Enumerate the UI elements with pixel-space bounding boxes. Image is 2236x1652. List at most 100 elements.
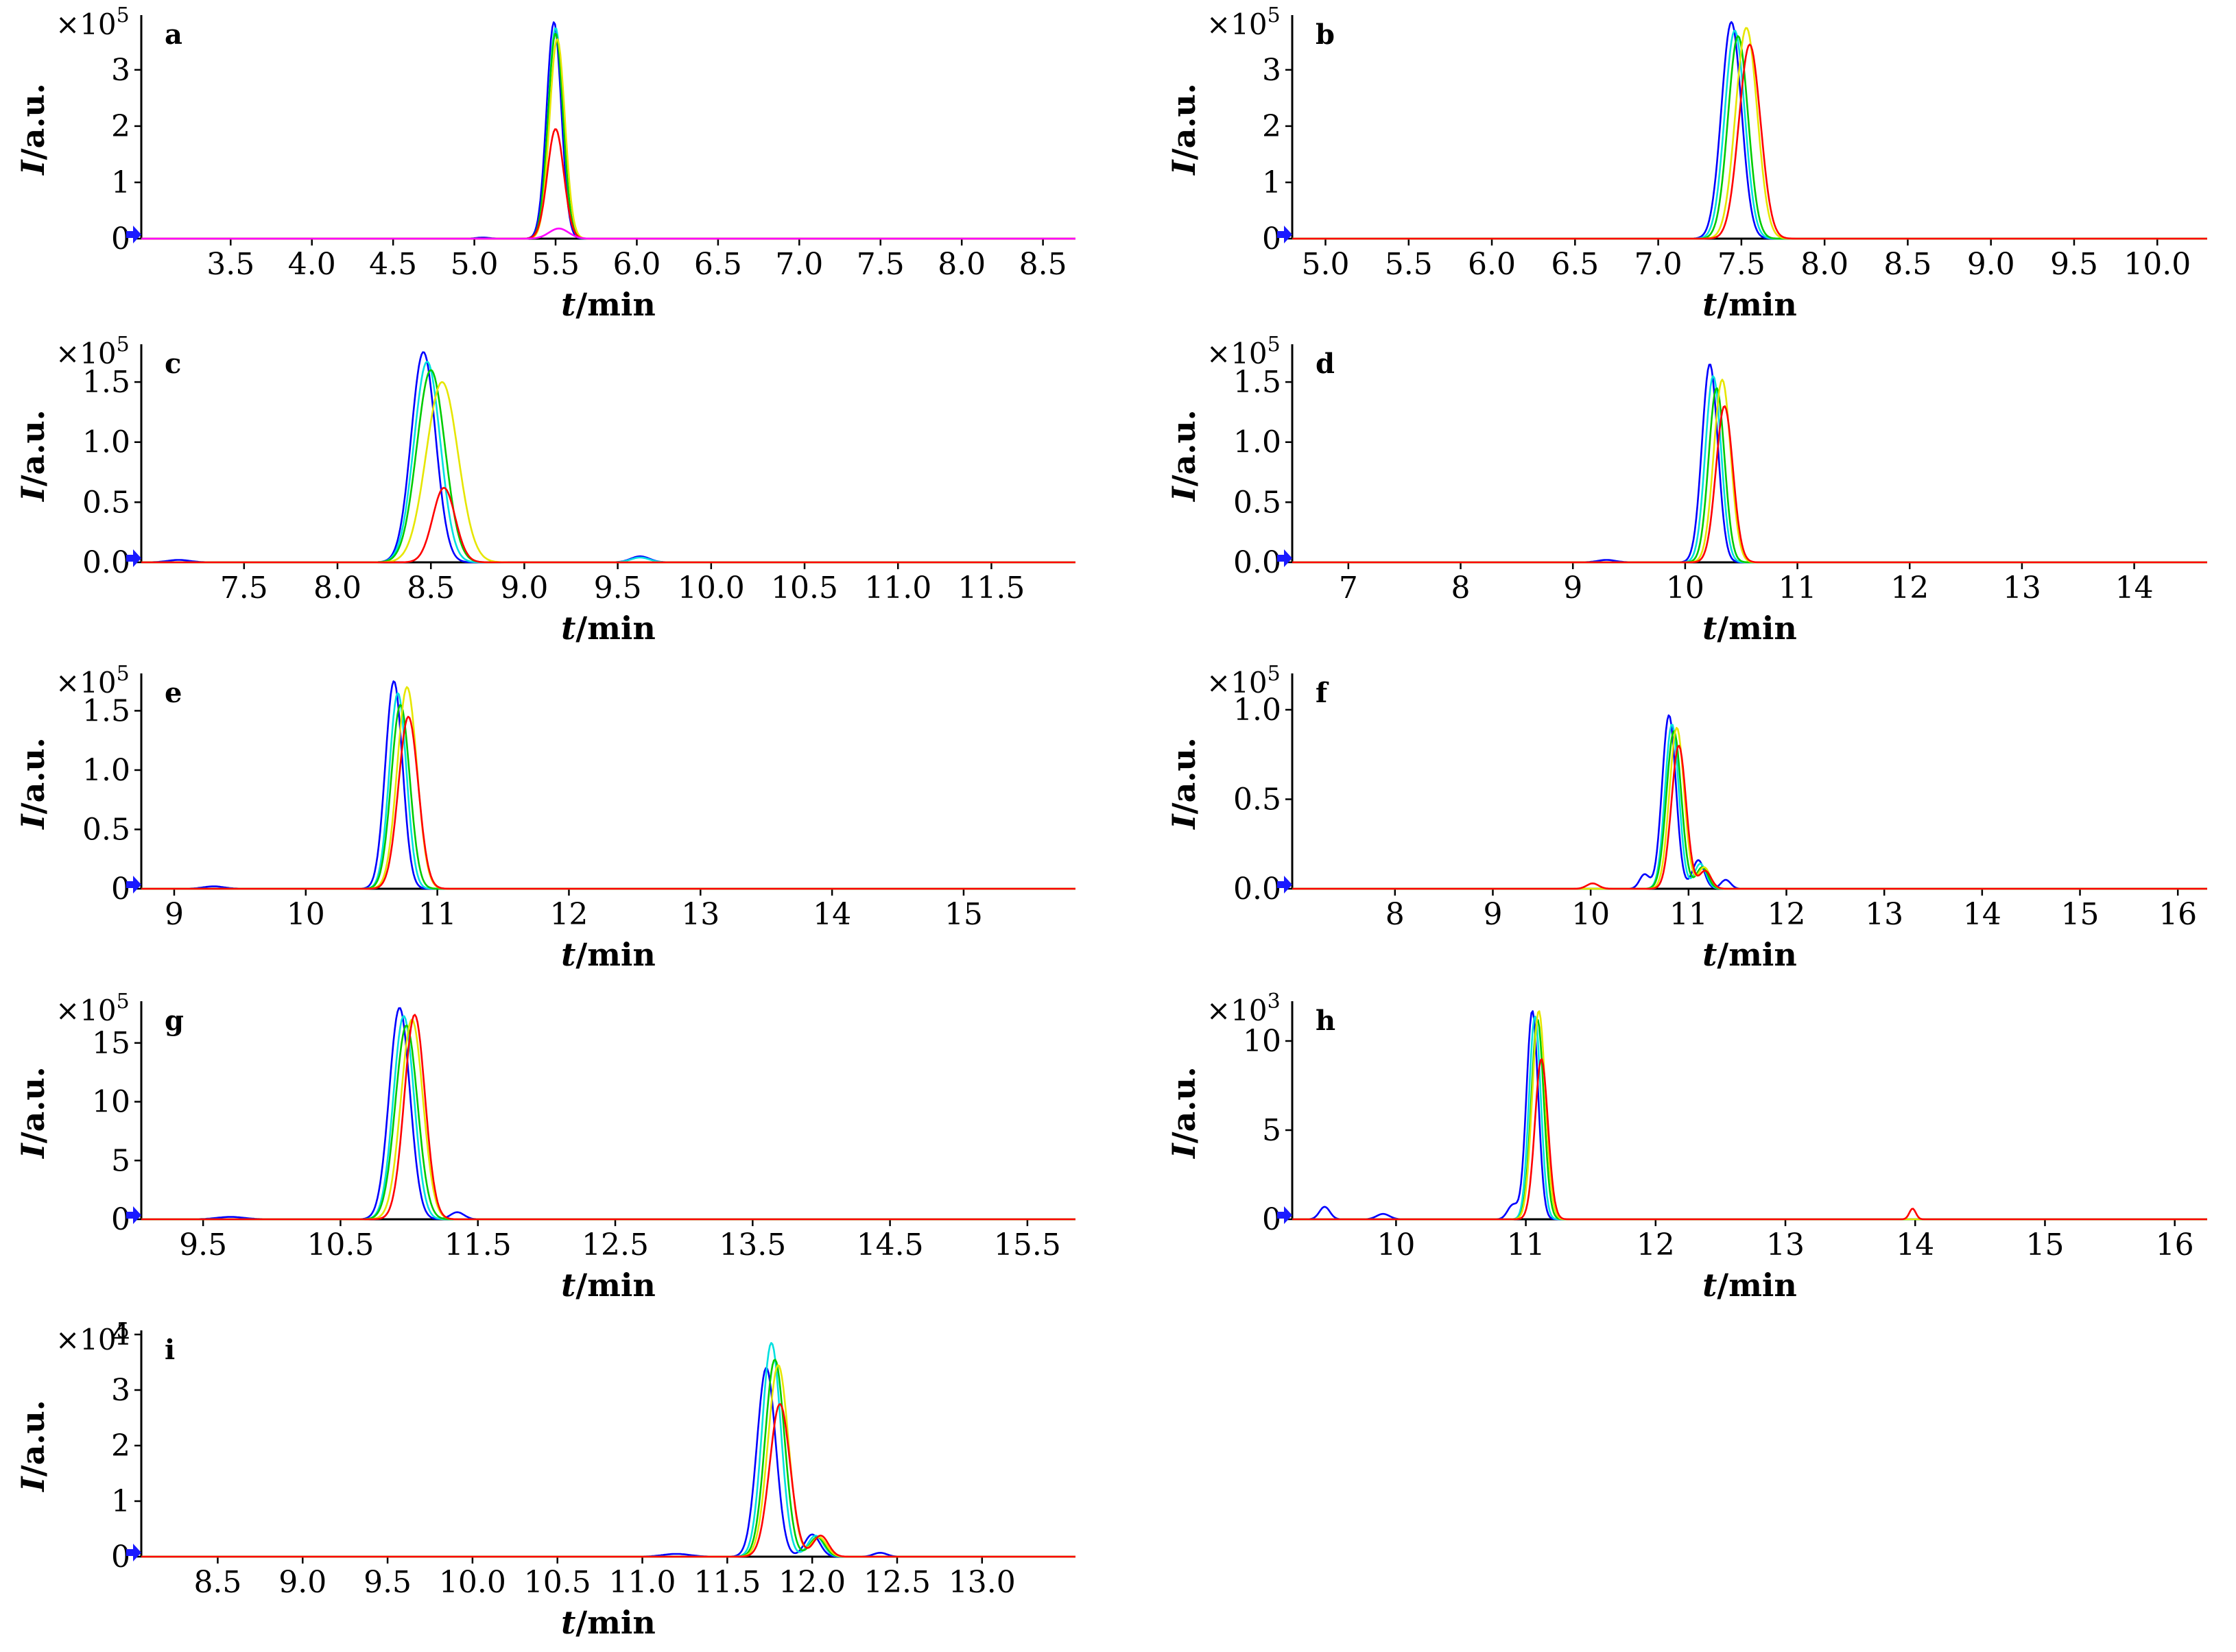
x-tick-label: 11.0 <box>609 1565 676 1600</box>
baseline-marker-icon <box>126 1544 141 1561</box>
x-axis-variable: t <box>561 1604 575 1641</box>
series-trace-5 <box>141 1403 1075 1558</box>
x-tick-label: 11 <box>1507 1228 1545 1262</box>
x-tick-label: 12.0 <box>778 1565 846 1600</box>
baseline-marker-icon <box>126 226 141 243</box>
x-tick-label: 12 <box>1890 571 1929 606</box>
y-tick-label: 0.5 <box>1233 485 1281 520</box>
axis-exponent-label: ×105 <box>1206 333 1281 370</box>
x-tick-label: 15 <box>2061 897 2100 932</box>
y-tick-label: 1.0 <box>1233 425 1281 460</box>
x-tick-label: 12 <box>549 897 588 932</box>
exponent-power: 5 <box>117 1319 130 1343</box>
x-tick-label: 11.0 <box>864 571 931 606</box>
x-tick-label: 9.0 <box>278 1565 326 1600</box>
y-axis-label: I/a.u. <box>14 1400 51 1493</box>
series-trace-3 <box>1292 730 2207 890</box>
series-trace-1 <box>141 680 1075 890</box>
x-axis-variable: t <box>561 286 575 323</box>
chart-panel-d: 7 8 9 10 11 12 13 14 0.0 0.5 1.0 1.5×105 d I/a.u. t/mi… <box>1165 333 2207 647</box>
x-tick-label: 7.5 <box>857 247 905 282</box>
x-axis-variable: t <box>1702 286 1717 323</box>
y-axis-unit: /a.u. <box>14 409 51 486</box>
y-axis-label: I/a.u. <box>1165 83 1202 176</box>
x-tick-label: 8.5 <box>1019 247 1067 282</box>
series-trace-5 <box>1292 43 2207 240</box>
chart-panel-c: 7.5 8.0 8.5 9.0 9.5 10.0 10.5 11.0 11.5 0.0 0.5 1.0… <box>14 333 1075 647</box>
series-trace-5 <box>141 128 1075 240</box>
y-tick-label: 0 <box>1262 222 1281 256</box>
chart-panel-i: 8.5 9.0 9.5 10.0 10.5 11.0 11.5 12.0 12.5 13.0 0 1 2… <box>14 1317 1075 1641</box>
x-tick-label: 9.0 <box>500 571 548 606</box>
series-trace-2 <box>1292 723 2207 890</box>
series-trace-3 <box>141 704 1075 890</box>
x-tick-label: 8 <box>1451 571 1471 606</box>
series-trace-4 <box>141 686 1075 890</box>
series-trace-2 <box>1292 1016 2207 1221</box>
y-tick-label: 2 <box>111 1428 130 1463</box>
x-tick-label: 16 <box>2158 897 2197 932</box>
baseline-marker-icon <box>126 549 141 567</box>
x-tick-label: 12 <box>1637 1228 1675 1262</box>
x-axis-variable: t <box>1702 610 1717 647</box>
x-tick-label: 12 <box>1768 897 1806 932</box>
y-tick-label: 1.0 <box>82 753 130 788</box>
series-trace-2 <box>1292 374 2207 564</box>
x-tick-label: 7.0 <box>1634 247 1682 282</box>
x-tick-label: 4.0 <box>288 247 336 282</box>
x-tick-label: 10.5 <box>771 571 838 606</box>
y-tick-label: 4 <box>111 1317 130 1352</box>
y-tick-label: 3 <box>111 53 130 88</box>
series-trace-6 <box>141 227 1075 240</box>
y-axis-unit: /a.u. <box>1165 737 1202 814</box>
y-tick-label: 2 <box>1262 109 1281 144</box>
panel-label: b <box>1316 19 1335 51</box>
exponent-base: ×10 <box>1206 337 1268 370</box>
x-axis-unit: /min <box>575 610 655 647</box>
y-tick-label: 1.5 <box>82 693 130 728</box>
exponent-base: ×10 <box>1206 994 1268 1027</box>
axis-exponent-label: ×105 <box>56 990 130 1027</box>
x-tick-label: 6.0 <box>612 247 661 282</box>
exponent-power: 5 <box>117 990 130 1014</box>
y-axis-variable: I <box>14 486 51 503</box>
series-trace-3 <box>1292 387 2207 564</box>
x-axis-label: t/min <box>1702 610 1797 647</box>
x-tick-label: 7.5 <box>1717 247 1765 282</box>
chart-panel-a: 3.5 4.0 4.5 5.0 5.5 6.0 6.5 7.0 7.5 8.0 8.5 0 1 2 3 ×10… <box>14 3 1075 323</box>
y-tick-label: 5 <box>1262 1113 1281 1148</box>
x-axis-unit: /min <box>575 1604 655 1641</box>
x-tick-label: 8.0 <box>938 247 986 282</box>
x-tick-label: 10 <box>1571 897 1610 932</box>
y-tick-label: 1.0 <box>82 425 130 460</box>
series-trace-2 <box>141 692 1075 890</box>
y-tick-label: 10 <box>92 1085 130 1120</box>
series-trace-4 <box>141 1018 1075 1221</box>
x-tick-label: 9.5 <box>594 571 642 606</box>
baseline-marker-icon <box>1277 1206 1292 1224</box>
x-axis-variable: t <box>561 610 575 647</box>
y-tick-label: 1.5 <box>1233 365 1281 400</box>
y-axis-label: I/a.u. <box>14 1066 51 1160</box>
y-axis-unit: /a.u. <box>1165 83 1202 160</box>
y-tick-label: 1 <box>111 165 130 200</box>
y-axis-variable: I <box>1165 1142 1202 1160</box>
y-tick-label: 0 <box>1262 1202 1281 1237</box>
y-axis-variable: I <box>1165 159 1202 176</box>
series-trace-1 <box>1292 714 2207 890</box>
series-trace-5 <box>141 715 1075 890</box>
chart-panel-g: 9.5 10.5 11.5 12.5 13.5 14.5 15.5051015×105gI/… <box>14 990 1075 1304</box>
baseline-marker-icon <box>126 1206 141 1224</box>
x-axis-variable: t <box>561 936 575 973</box>
x-axis-unit: /min <box>1717 1267 1796 1304</box>
series-trace-4 <box>1292 1010 2207 1221</box>
series-trace-4 <box>141 38 1075 240</box>
panel-label: f <box>1316 677 1329 709</box>
series-trace-1 <box>1292 1010 2207 1221</box>
chart-panel-f: 8 9 10 11 12 13 14 15 16 0.0 0.5 1.0×105 f I/a.u. t/mi… <box>1165 662 2207 973</box>
baseline-marker-icon <box>1277 549 1292 567</box>
series-trace-3 <box>141 369 1075 564</box>
series-trace-5 <box>141 1014 1075 1221</box>
